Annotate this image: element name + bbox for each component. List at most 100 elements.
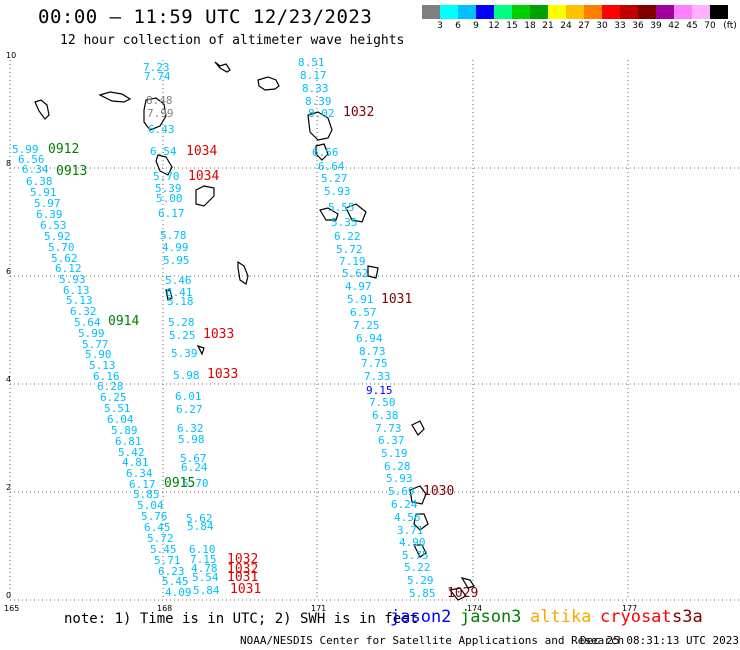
island [196, 344, 205, 356]
wave-height-value: 6.24 [181, 461, 208, 474]
wave-height-value: 6.01 [175, 390, 202, 403]
island [237, 260, 249, 285]
wave-height-value: 6.37 [378, 434, 405, 447]
satellite-jason3-label: jason3 [460, 607, 522, 627]
wave-height-value: 5.91 [347, 293, 374, 306]
wave-height-value: 7.25 [353, 319, 380, 332]
color-legend: 3 6 9 12 15 18 21 24 27 30 33 36 39 42 45 70 (ft) [422, 5, 740, 31]
island [257, 76, 280, 91]
wave-height-value: 5.99 [12, 143, 39, 156]
wave-height-value: 7.99 [147, 107, 174, 120]
axis-labels: 165 168 171 174 177 0 2 4 6 8 10 [4, 51, 637, 613]
pass-id-label: 1032 [227, 552, 258, 567]
wave-height-value: 4.97 [345, 280, 372, 293]
coastlines [34, 61, 475, 601]
legend-label: 33 [614, 21, 626, 31]
wave-height-value: 6.17 [129, 478, 156, 491]
wave-height-value: 5.89 [111, 424, 138, 437]
wave-height-value: 4.09 [165, 586, 192, 599]
legend-label: 6 [455, 21, 461, 31]
island [345, 203, 367, 223]
pass-id-label: 0913 [56, 164, 87, 179]
island [195, 185, 215, 207]
page-subtitle: 12 hour collection of altimeter wave hei… [60, 33, 405, 48]
wave-height-value: 5.75 [402, 549, 429, 562]
wave-height-value: 7.15 [190, 553, 217, 566]
wave-height-value: 8.02 [308, 107, 335, 120]
pass-id-label: 1031 [230, 582, 261, 597]
wave-height-value: 5.45 [150, 543, 177, 556]
wave-height-value: 6.39 [36, 208, 63, 221]
wave-height-value: 5.70 [182, 477, 209, 490]
legend-swatch [494, 5, 512, 19]
wave-height-value: 6.16 [93, 370, 120, 383]
legend-swatches [422, 5, 740, 19]
wave-height-value: 8.17 [300, 69, 327, 82]
wave-height-value: 6.27 [176, 403, 203, 416]
island [413, 513, 429, 531]
x-tick-label: 174 [467, 604, 482, 613]
wave-height-value: 8.73 [359, 345, 386, 358]
wave-height-value: 5.45 [162, 575, 189, 588]
legend-swatch [458, 5, 476, 19]
wave-height-value: 5.42 [118, 446, 145, 459]
legend-label: 36 [632, 21, 644, 31]
wave-height-value: 5.62 [51, 252, 78, 265]
x-tick-label: 177 [622, 604, 637, 613]
wave-height-value: 8.33 [302, 82, 329, 95]
wave-height-value: 5.97 [34, 197, 61, 210]
wave-height-value: 6.25 [100, 391, 127, 404]
generation-timestamp: Dec 25 08:31:13 UTC 2023 [580, 634, 739, 647]
wave-height-value: 5.13 [89, 359, 116, 372]
wave-height-value: 6.45 [144, 521, 171, 534]
island [155, 154, 173, 176]
legend-label: 12 [488, 21, 500, 31]
credit-line: NOAA/NESDIS Center for Satellite Applica… [240, 634, 625, 647]
wave-height-value: 5.93 [386, 472, 413, 485]
wave-height-value: 7.33 [364, 370, 391, 383]
wave-height-value: 5.28 [168, 316, 195, 329]
wave-height-value: 6.81 [115, 435, 142, 448]
wave-height-value: 6.56 [312, 146, 339, 159]
y-tick-label: 8 [6, 159, 11, 168]
island [319, 207, 339, 221]
wave-height-value: 5.35 [331, 216, 358, 229]
wave-height-value: 5.25 [169, 329, 196, 342]
wave-height-value: 8.51 [298, 56, 325, 69]
island [315, 143, 329, 161]
footer-note: note: 1) Time is in UTC; 2) SWH is in fe… [64, 611, 419, 627]
island [143, 97, 167, 131]
y-tick-label: 2 [6, 483, 11, 492]
legend-swatch [530, 5, 548, 19]
wave-height-value: 6.12 [55, 262, 82, 275]
wave-height-value: 6.23 [158, 565, 185, 578]
x-tick-label: 168 [157, 604, 172, 613]
pass-time-labels: 0912091309140915103410341033103310321032… [48, 105, 478, 601]
y-tick-label: 10 [6, 51, 16, 60]
wave-height-value: 5.46 [165, 274, 192, 287]
legend-label: 45 [686, 21, 698, 31]
legend-label: 18 [524, 21, 536, 31]
wave-height-value: 5.51 [104, 402, 131, 415]
wave-height-value: 4.90 [399, 536, 426, 549]
wave-height-value: 5.76 [141, 510, 168, 523]
legend-label: 39 [650, 21, 662, 31]
wave-height-value: 5.70 [153, 170, 180, 183]
wave-height-value: 6.22 [334, 230, 361, 243]
wave-height-value: 5.95 [163, 254, 190, 267]
pass-id-label: 1034 [186, 144, 217, 159]
wave-height-value: 6.38 [26, 175, 53, 188]
wave-height-value: 6.53 [40, 219, 67, 232]
wave-height-value: 5.99 [78, 327, 105, 340]
wave-height-value: 6.10 [189, 543, 216, 556]
pass-id-label: 1033 [203, 327, 234, 342]
wave-height-value: 5.64 [74, 316, 101, 329]
wave-height-value: 4.78 [191, 562, 218, 575]
wave-height-value: 5.72 [336, 243, 363, 256]
wave-height-value: 5.72 [147, 532, 174, 545]
wave-height-value: 5.19 [381, 447, 408, 460]
wave-height-value: 5.91 [30, 186, 57, 199]
wave-height-value: 9.15 [366, 384, 393, 397]
legend-labels: 3 6 9 12 15 18 21 24 27 30 33 36 39 42 45 70 (ft) [422, 19, 740, 31]
